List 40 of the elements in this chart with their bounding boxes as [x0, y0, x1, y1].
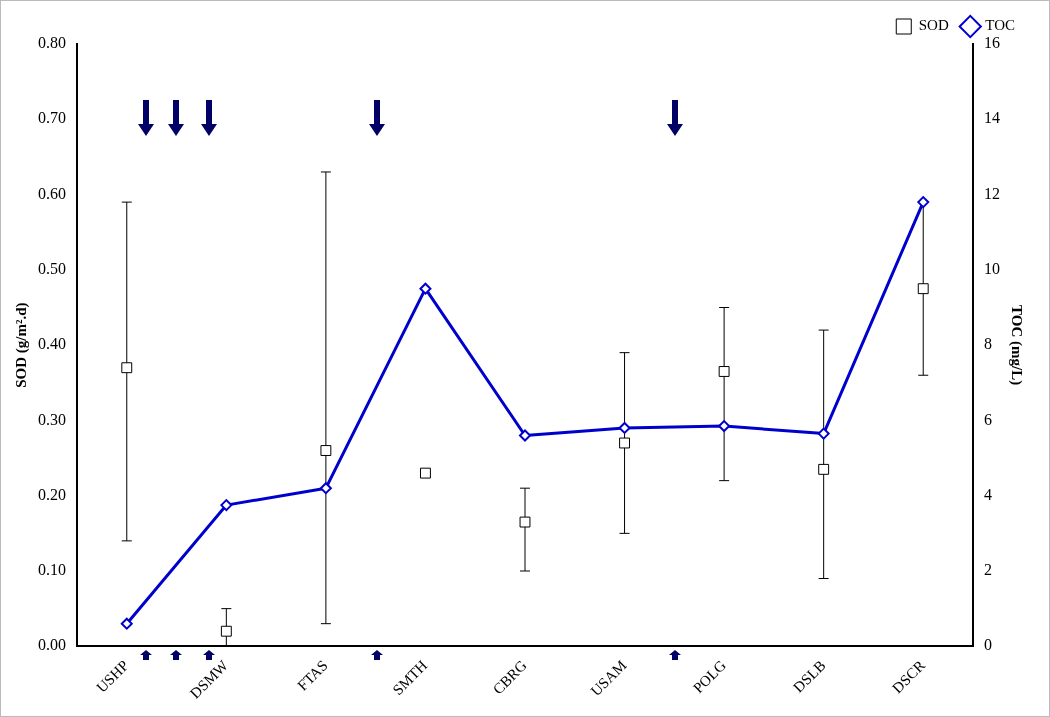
- y-tick-label: 0.30: [38, 410, 66, 428]
- point: [220, 499, 233, 512]
- y-tick-label: 0.60: [38, 184, 66, 202]
- y-tick-label: 0.50: [38, 260, 66, 278]
- y2-tick-label: 14: [984, 109, 1000, 127]
- y2-axis-title: TOC (mg/L): [1008, 305, 1026, 386]
- y2-tick-label: 6: [984, 410, 992, 428]
- point: [718, 420, 731, 433]
- y2-tick-label: 10: [984, 260, 1000, 278]
- y-tick-label: 0.10: [38, 561, 66, 579]
- point: [320, 445, 332, 456]
- point: [917, 196, 930, 209]
- y-tick-label: 0.40: [38, 335, 66, 353]
- point: [817, 427, 830, 440]
- point: [818, 463, 830, 475]
- y-axis-title: SOD (g/m².d): [12, 302, 30, 388]
- y-tick-label: 0.00: [38, 636, 66, 654]
- point: [121, 362, 133, 374]
- point: [619, 437, 631, 449]
- point: [519, 429, 531, 442]
- point: [519, 516, 531, 528]
- point: [917, 283, 929, 295]
- y-tick-label: 0.20: [38, 485, 66, 503]
- point: [618, 421, 631, 434]
- y2-tick-label: 0: [984, 636, 992, 654]
- point: [718, 366, 730, 377]
- point: [220, 625, 232, 637]
- legend-label: TOC: [985, 17, 1016, 34]
- point: [319, 482, 332, 495]
- point: [420, 467, 431, 479]
- y2-tick-label: 12: [984, 184, 1000, 202]
- legend-label: SOD: [918, 17, 949, 34]
- y2-tick-label: 16: [984, 34, 1000, 52]
- y-tick-label: 0.70: [38, 109, 66, 127]
- y2-tick-label: 4: [984, 485, 992, 503]
- y-tick-label: 0.80: [38, 34, 66, 52]
- point: [419, 282, 432, 295]
- point: [120, 617, 133, 630]
- y2-tick-label: 2: [984, 561, 992, 579]
- y2-tick-label: 8: [984, 335, 992, 353]
